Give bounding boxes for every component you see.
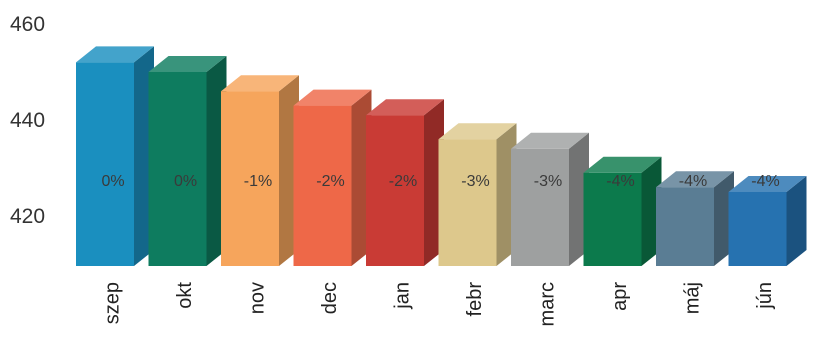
bar-okt [148, 56, 227, 266]
data-label: 0% [174, 173, 197, 190]
bars [76, 46, 807, 267]
x-tick-label: jan [391, 282, 413, 310]
bar-szep [76, 46, 154, 267]
bar-marc [511, 132, 589, 266]
y-tick-label: 420 [10, 205, 45, 228]
bar-front [583, 172, 642, 266]
data-label: -4% [679, 173, 707, 190]
x-axis: szep okt nov dec jan febr marc apr máj jún [101, 282, 776, 327]
bar-side [786, 176, 807, 266]
bar-top [656, 171, 734, 188]
x-tick-label: marc [536, 282, 558, 326]
y-tick-label: 440 [10, 109, 45, 132]
data-label: -3% [534, 173, 562, 190]
bar-top [438, 123, 517, 140]
x-tick-label: febr [464, 282, 486, 317]
bar-top [293, 89, 372, 106]
bar-front [221, 91, 279, 266]
bar-front [293, 105, 352, 266]
bar-top [728, 176, 807, 192]
x-tick-label: dec [319, 282, 341, 314]
bar-front [438, 139, 497, 266]
y-axis: 420 440 460 [10, 13, 45, 228]
data-label: -2% [316, 173, 344, 190]
bar-front [728, 192, 787, 266]
bar-top [511, 132, 589, 149]
x-tick-label: apr [609, 282, 631, 311]
x-tick-label: jún [754, 282, 776, 310]
bar-front [148, 72, 207, 266]
bar-top [221, 75, 299, 92]
data-label: -2% [389, 173, 417, 190]
x-tick-label: szep [101, 282, 123, 324]
bar-top [148, 56, 227, 72]
bar-top [583, 156, 662, 173]
data-label: -4% [751, 173, 779, 190]
bar-front [366, 115, 424, 266]
bar-febr [438, 123, 517, 266]
data-label: -3% [461, 173, 489, 190]
x-tick-label: nov [246, 282, 268, 314]
data-label: 0% [101, 173, 124, 190]
bar-front [511, 148, 569, 266]
data-labels: 0% 0% -1% -2% -2% -3% -3% -4% -4% -4% [101, 173, 779, 190]
bar-front [656, 187, 714, 266]
bar-top [76, 46, 154, 63]
data-label: -4% [606, 173, 634, 190]
bar-apr [583, 156, 662, 266]
data-label: -1% [244, 173, 272, 190]
y-tick-label: 460 [10, 13, 45, 36]
bar-jún [728, 176, 807, 266]
bar-front [76, 62, 134, 267]
x-tick-label: okt [174, 282, 196, 309]
bar-nov [221, 75, 299, 266]
bar-top [366, 99, 444, 116]
x-tick-label: máj [681, 282, 703, 314]
